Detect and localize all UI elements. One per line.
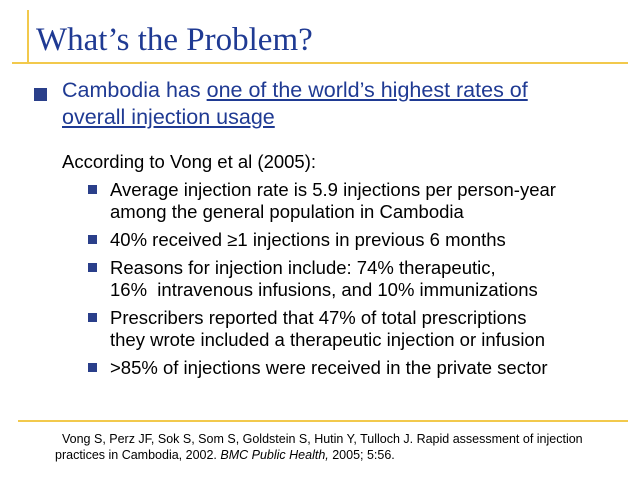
sub-bullet-square-icon — [88, 263, 97, 272]
reference-line1: Vong S, Perz JF, Sok S, Som S, Goldstein… — [62, 432, 583, 446]
main-bullet-link-line1[interactable]: one of the world’s highest rates of — [206, 78, 528, 102]
sub-bullet-square-icon — [88, 235, 97, 244]
slide-title: What’s the Problem? — [36, 22, 313, 58]
sub-bullet-4-line2: they wrote included a therapeutic inject… — [110, 329, 546, 350]
sub-bullet-3-line1: Reasons for injection include: 74% thera… — [110, 257, 496, 278]
sub-bullet-square-icon — [88, 313, 97, 322]
sub-bullet-3-line2: 16% intravenous infusions, and 10% immun… — [110, 279, 538, 300]
title-underline — [12, 62, 628, 64]
sub-bullet-2-line1: 40% received ≥1 injections in previous 6… — [110, 229, 506, 250]
reference-suffix: 2005; 5:56. — [328, 448, 395, 462]
sub-bullet-square-icon — [88, 363, 97, 372]
sub-bullet-1-line1: Average injection rate is 5.9 injections… — [110, 179, 556, 200]
sub-bullet-square-icon — [88, 185, 97, 194]
reference-line2: practices in Cambodia, 2002. BMC Public … — [55, 447, 395, 463]
title-accent-vertical-line — [27, 10, 29, 63]
main-bullet-text: Cambodia has one of the world’s highest … — [62, 77, 622, 131]
reference-prefix: practices in Cambodia, 2002. — [55, 448, 221, 462]
bullet-square-icon — [34, 88, 47, 101]
footer-divider — [18, 420, 628, 422]
sub-bullet-1-line2: among the general population in Cambodia — [110, 201, 464, 222]
main-bullet-prefix: Cambodia has — [62, 78, 207, 102]
sub-bullet-4-line1: Prescribers reported that 47% of total p… — [110, 307, 527, 328]
main-bullet-link-line2[interactable]: overall injection usage — [62, 105, 275, 129]
according-to-heading: According to Vong et al (2005): — [62, 151, 317, 172]
sub-bullet-5-line1: >85% of injections were received in the … — [110, 357, 548, 378]
reference-journal: BMC Public Health, — [220, 448, 329, 462]
